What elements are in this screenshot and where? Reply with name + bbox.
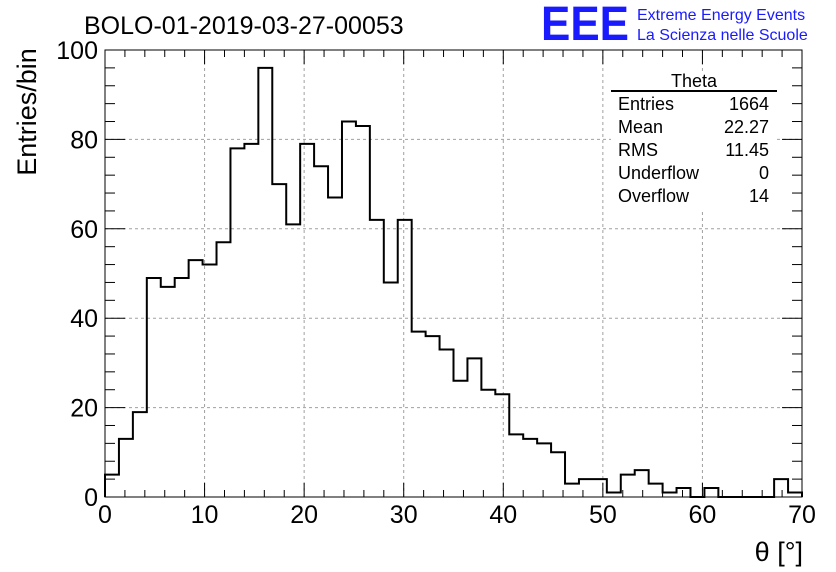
histogram-bin	[774, 479, 788, 497]
histogram-bin	[579, 479, 593, 497]
histogram-bin	[328, 198, 342, 497]
logo-letters: EEE	[541, 0, 629, 51]
y-axis-label: Entries/bin	[12, 48, 42, 176]
histogram-bin	[314, 166, 328, 497]
histogram-bin	[175, 278, 189, 497]
logo-line-2: La Scienza nelle Scuole	[637, 27, 808, 44]
histogram-outline	[104, 66, 803, 498]
histogram-bin	[356, 126, 370, 497]
stats-box: Theta Entries 1664 Mean 22.27 RMS 11.45 Underf…	[611, 71, 777, 212]
x-tick-label: 60	[689, 501, 717, 529]
y-tick-label: 20	[70, 395, 98, 423]
grid	[105, 50, 802, 497]
histogram-bin	[649, 484, 663, 497]
x-tick-label: 40	[489, 501, 517, 529]
histogram-bin	[189, 260, 203, 497]
eee-logo: EEE Extreme Energy Events La Scienza nel…	[541, 0, 808, 51]
histogram-bin	[244, 144, 258, 497]
stats-row-label: Mean	[618, 117, 663, 137]
histogram-bin	[440, 349, 454, 497]
stats-row-label: Underflow	[618, 163, 700, 183]
histogram-bin	[217, 242, 231, 497]
histogram-bin	[593, 479, 607, 497]
histogram-bin	[677, 488, 691, 497]
logo-line-1: Extreme Energy Events	[637, 7, 805, 24]
histogram-bin	[398, 220, 412, 497]
y-tick-label: 0	[84, 484, 98, 512]
x-tick-label: 30	[390, 501, 418, 529]
x-tick-label: 0	[98, 501, 112, 529]
histogram-bin	[161, 287, 175, 497]
stats-box-title: Theta	[671, 71, 718, 91]
histogram-bin	[454, 381, 468, 497]
histogram-bin	[467, 358, 481, 497]
y-tick-label: 80	[70, 126, 98, 154]
stats-row-value: 11.45	[725, 140, 769, 160]
histogram-bin	[272, 184, 286, 497]
histogram-bin	[481, 390, 495, 497]
y-tick-label: 40	[70, 305, 98, 333]
histogram-bin	[523, 439, 537, 497]
histogram-bin	[105, 475, 119, 497]
histogram-bin	[537, 443, 551, 497]
stats-row-label: RMS	[618, 140, 658, 160]
x-tick-label: 20	[290, 501, 318, 529]
histogram-bin	[133, 412, 147, 497]
x-axis-label: θ [°]	[755, 537, 803, 567]
histogram-bin	[258, 68, 272, 497]
histogram-bin	[203, 265, 217, 497]
y-tick-label: 100	[56, 37, 98, 65]
stats-row-value: 0	[759, 163, 769, 183]
histogram-bin	[426, 336, 440, 497]
histogram-bin	[370, 220, 384, 497]
histogram-bin	[565, 484, 579, 497]
histogram-bin	[230, 148, 244, 497]
stats-row-value: 1664	[729, 94, 769, 114]
x-tick-label: 10	[191, 501, 219, 529]
histogram-bin	[509, 434, 523, 497]
x-tick-label: 50	[589, 501, 617, 529]
axis-ticks	[104, 49, 803, 498]
histogram	[104, 66, 803, 498]
histogram-bin	[704, 488, 718, 497]
histogram-bin	[635, 470, 649, 497]
stats-row-value: 22.27	[724, 117, 769, 137]
stats-row-label: Overflow	[618, 186, 690, 206]
x-tick-label: 70	[788, 501, 816, 529]
plot-frame	[104, 49, 803, 498]
histogram-bin	[300, 144, 314, 497]
histogram-bin	[119, 439, 133, 497]
y-tick-label: 60	[70, 216, 98, 244]
histogram-bin	[384, 282, 398, 497]
histogram-bin	[147, 278, 161, 497]
stats-box-background	[611, 72, 777, 212]
stats-row-value: 14	[749, 186, 769, 206]
histogram-bin	[495, 394, 509, 497]
axis-tick-labels: 0 10 20 30 40 50 60 70 0 20 40 60 80 100	[56, 37, 816, 529]
stats-rows: Entries 1664 Mean 22.27 RMS 11.45 Underflow 0 Ov…	[618, 94, 769, 206]
histogram-bin	[286, 224, 300, 497]
run-title: BOLO-01-2019-03-27-00053	[84, 12, 404, 40]
histogram-bin	[342, 122, 356, 497]
histogram-bin	[412, 332, 426, 497]
stats-row-label: Entries	[618, 94, 674, 114]
